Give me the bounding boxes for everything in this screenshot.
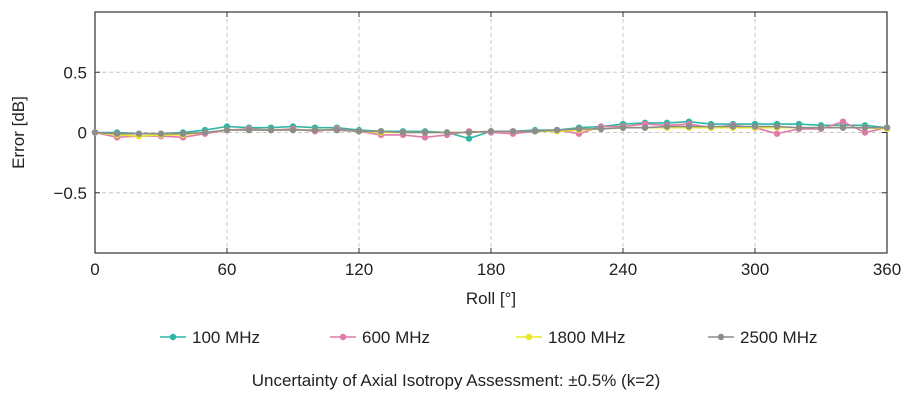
data-point — [795, 124, 803, 131]
data-point — [883, 124, 891, 131]
x-tick-label: 120 — [345, 260, 373, 279]
legend-item: 2500 MHz — [708, 328, 817, 347]
series-2500-mhz — [91, 123, 891, 137]
data-point — [509, 128, 517, 135]
legend-item: 100 MHz — [160, 328, 260, 347]
data-point — [157, 130, 165, 137]
data-point — [553, 126, 561, 134]
data-point — [531, 128, 539, 135]
data-point — [751, 123, 759, 130]
data-point — [201, 129, 209, 136]
x-tick-label: 60 — [218, 260, 237, 279]
data-point — [443, 129, 451, 136]
legend-label: 2500 MHz — [740, 328, 817, 347]
data-point — [861, 124, 869, 131]
data-point — [113, 130, 121, 137]
legend-label: 600 MHz — [362, 328, 430, 347]
data-point — [421, 134, 429, 141]
legend-marker — [717, 333, 725, 341]
data-point — [839, 118, 847, 125]
data-point — [465, 135, 473, 142]
data-point — [707, 123, 715, 130]
data-point — [465, 129, 473, 136]
data-point — [355, 128, 363, 135]
data-point — [245, 126, 253, 134]
data-point — [773, 123, 781, 130]
y-tick-label: 0 — [78, 124, 87, 143]
y-tick-label: −0.5 — [53, 184, 87, 203]
axes: 0 60 120 180 240 300 360 0.5 0 −0.5 Roll [°] Error … — [9, 11, 901, 308]
y-tick-label: 0.5 — [63, 63, 87, 82]
legend-label: 100 MHz — [192, 328, 260, 347]
x-tick-label: 180 — [477, 260, 505, 279]
data-point — [663, 123, 671, 130]
legend-marker — [339, 333, 347, 341]
x-tick-label: 300 — [741, 260, 769, 279]
data-point — [861, 129, 869, 136]
data-point — [729, 123, 737, 130]
legend-item: 600 MHz — [330, 328, 430, 347]
data-point — [839, 124, 847, 131]
data-point — [487, 128, 495, 135]
legend-item: 1800 MHz — [516, 328, 625, 347]
data-point — [597, 125, 605, 133]
x-tick-label: 240 — [609, 260, 637, 279]
legend-marker — [525, 333, 533, 341]
data-point — [223, 126, 231, 134]
data-point — [289, 126, 297, 134]
data-point — [377, 128, 385, 135]
data-point — [575, 125, 583, 133]
data-point — [333, 126, 341, 134]
data-series — [91, 118, 891, 142]
data-point — [267, 126, 275, 134]
y-axis-title: Error [dB] — [9, 96, 28, 169]
data-point — [685, 123, 693, 130]
x-axis-title: Roll [°] — [466, 289, 516, 308]
data-point — [135, 130, 143, 137]
uncertainty-note: Uncertainty of Axial Isotropy Assessment… — [252, 371, 661, 390]
legend-label: 1800 MHz — [548, 328, 625, 347]
legend-marker — [169, 333, 177, 341]
x-tick-label: 360 — [873, 260, 901, 279]
data-point — [421, 129, 429, 136]
data-point — [619, 124, 627, 131]
data-point — [641, 124, 649, 131]
data-point — [311, 126, 319, 134]
data-point — [91, 129, 99, 136]
data-point — [817, 124, 825, 131]
data-point — [773, 130, 781, 137]
x-tick-label: 0 — [90, 260, 99, 279]
data-point — [179, 130, 187, 137]
legend: 100 MHz 600 MHz 1800 MHz 2500 MHz — [160, 328, 817, 347]
data-point — [399, 129, 407, 136]
